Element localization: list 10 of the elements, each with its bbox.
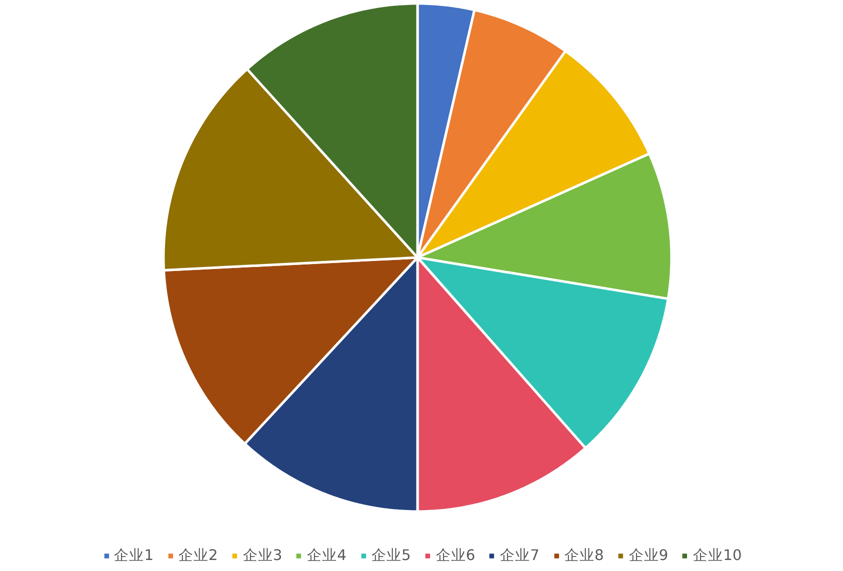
legend-label: 企业3	[242, 546, 282, 565]
legend-label: 企业4	[307, 546, 347, 565]
legend-label: 企业2	[178, 546, 218, 565]
legend-label: 企业9	[628, 546, 668, 565]
legend-label: 企业1	[114, 546, 154, 565]
legend-label: 企业5	[372, 546, 411, 565]
legend-label: 企业7	[500, 546, 540, 565]
legend-label: 企业6	[436, 546, 476, 565]
legend-label: 企业10	[693, 546, 742, 565]
legend-label: 企业8	[564, 546, 604, 565]
